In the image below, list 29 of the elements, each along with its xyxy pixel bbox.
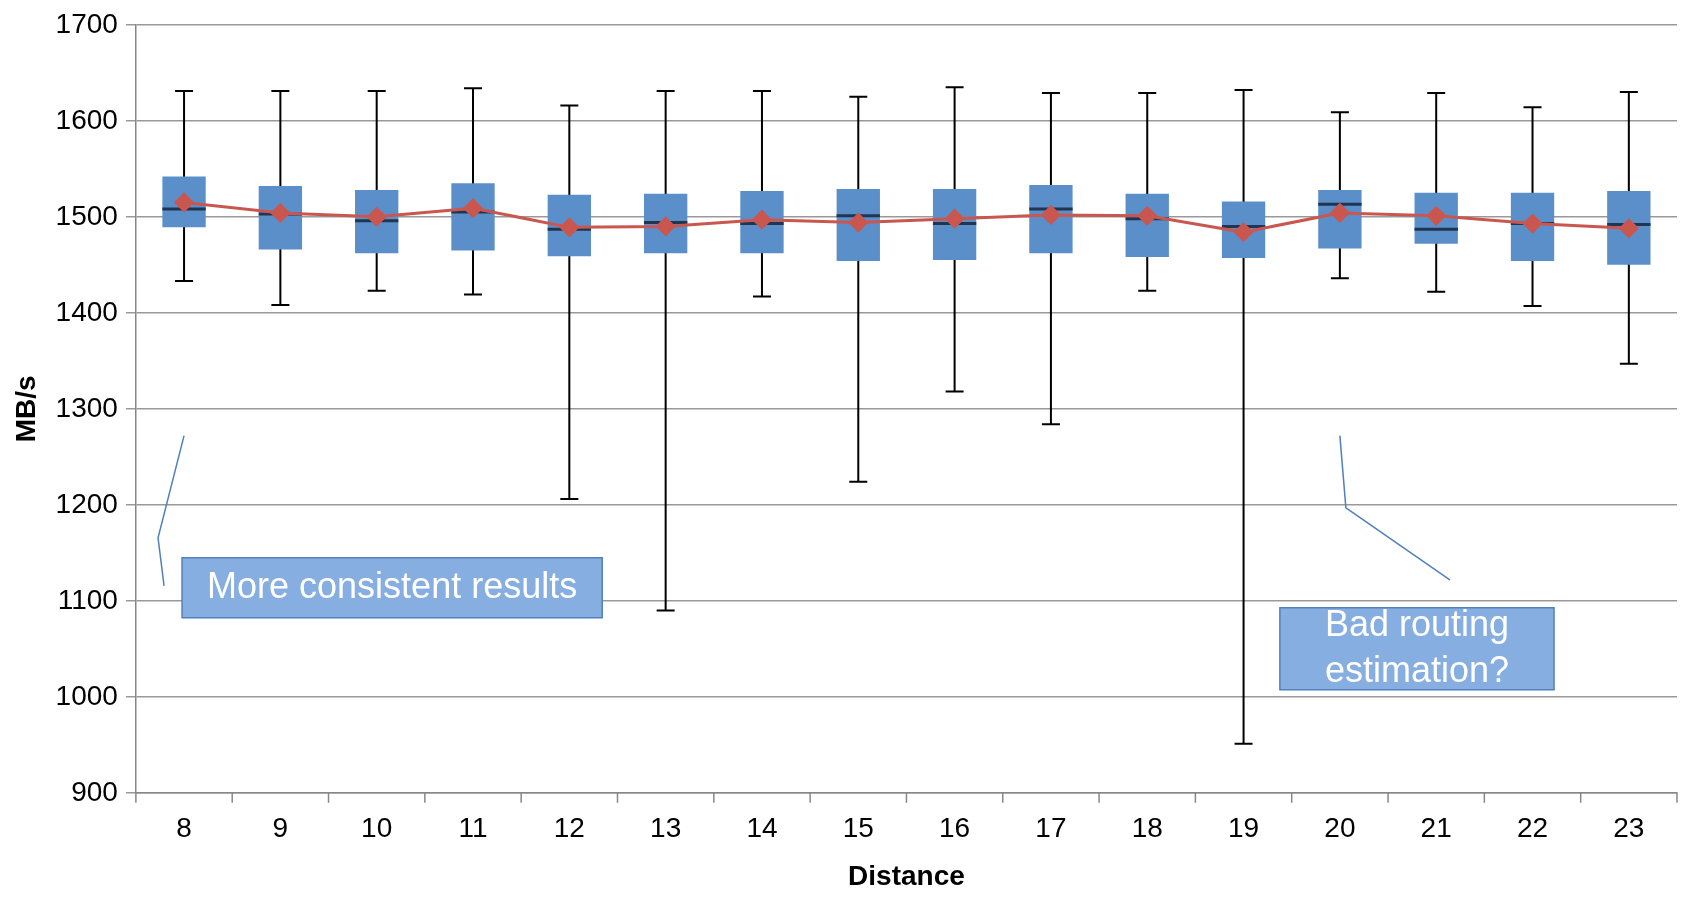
x-tick-label: 21	[1420, 812, 1452, 844]
y-tick-label: 1200	[55, 487, 118, 519]
x-tick-label: 16	[939, 812, 971, 844]
annotation: More consistent results	[207, 564, 578, 606]
y-tick-label: 1000	[55, 679, 118, 711]
x-tick-label: 8	[176, 812, 192, 844]
y-tick-label: 900	[71, 775, 118, 807]
x-tick-label: 22	[1516, 812, 1549, 844]
y-tick-label: 1700	[55, 7, 118, 39]
x-axis-title: Distance	[848, 859, 965, 891]
y-tick-label: 1300	[55, 391, 118, 423]
x-tick-label: 12	[553, 812, 585, 844]
x-tick-label: 14	[746, 812, 778, 844]
x-tick-label: 23	[1613, 812, 1645, 844]
y-tick-label: 1500	[55, 199, 118, 231]
x-tick-label: 15	[842, 812, 874, 844]
x-tick-label: 17	[1035, 812, 1067, 844]
y-tick-label: 1100	[57, 583, 118, 615]
x-tick-label: 9	[272, 812, 289, 844]
annotation: Bad routing estimation?	[1324, 602, 1510, 690]
x-tick-label: 10	[361, 812, 393, 844]
x-tick-label: 18	[1131, 812, 1163, 844]
y-tick-label: 1400	[55, 295, 118, 327]
x-tick-label: 20	[1324, 812, 1356, 844]
x-tick-label: 13	[650, 812, 682, 844]
y-axis-title: MB/s	[9, 375, 41, 443]
x-tick-label: 11	[458, 812, 488, 844]
x-tick-label: 19	[1227, 812, 1260, 844]
y-tick-label: 1600	[55, 103, 118, 135]
